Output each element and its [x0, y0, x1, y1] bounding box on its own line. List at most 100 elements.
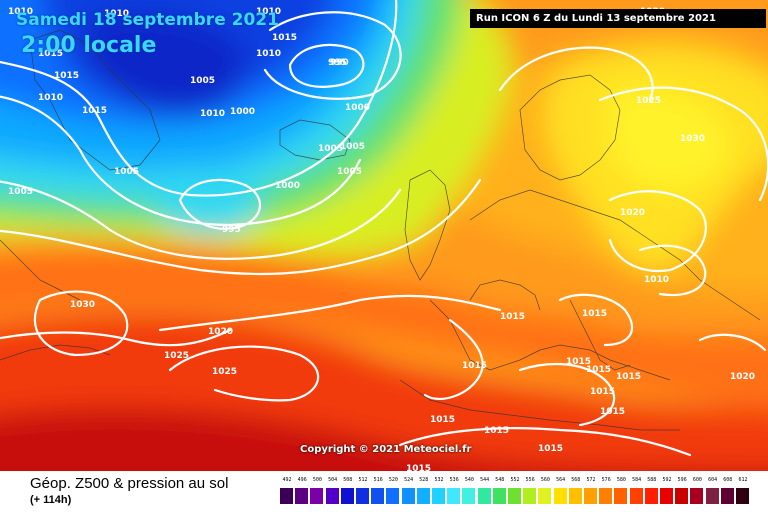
isobar-label: 1025 [164, 351, 189, 361]
scale-value: 532 [434, 477, 444, 483]
isobar-label: 1015 [590, 387, 615, 397]
forecast-local-time: 2:00 locale [21, 33, 157, 58]
scale-value: 504 [328, 477, 338, 483]
forecast-date: Samedi 18 septembre 2021 [16, 10, 279, 30]
legend-footer: Géop. Z500 & pression au sol (+ 114h) 49… [0, 471, 768, 512]
scale-value: 600 [692, 477, 702, 483]
isobar-label: 1010 [104, 9, 129, 19]
isobar-label: 1015 [586, 365, 611, 375]
scale-value: 552 [510, 477, 520, 483]
scale-swatch [477, 488, 491, 504]
isobar-label: 1015 [566, 357, 591, 367]
scale-value: 572 [586, 477, 596, 483]
isobar-label: 1020 [208, 327, 233, 337]
isobar-label: 1015 [600, 407, 625, 417]
scale-value: 544 [480, 477, 490, 483]
isobar-label: 1030 [70, 300, 95, 310]
scale-swatch [371, 488, 385, 504]
scale-value: 588 [647, 477, 657, 483]
scale-value: 536 [449, 477, 459, 483]
isobar-label: 1020 [730, 372, 755, 382]
isobar-lines [0, 0, 768, 455]
isobar-label: 1015 [484, 426, 509, 436]
scale-swatch [401, 488, 415, 504]
scale-swatch [568, 488, 582, 504]
scale-value: 540 [464, 477, 474, 483]
land-outlines [0, 29, 761, 431]
scale-swatch [538, 488, 552, 504]
isobar-label: 1010 [38, 93, 63, 103]
scale-value: 516 [373, 477, 383, 483]
isobar-label: 1000 [275, 181, 300, 191]
scale-value: 500 [312, 477, 322, 483]
scale-swatch [340, 488, 354, 504]
scale-value: 512 [358, 477, 368, 483]
scale-swatch [462, 488, 476, 504]
isobar-label: 1020 [620, 208, 645, 218]
geopotential-field [0, 0, 768, 471]
isobar-label: 1015 [82, 106, 107, 116]
isobar-label: 1005 [190, 76, 215, 86]
scale-swatch [629, 488, 643, 504]
isobar-label: 1025 [212, 367, 237, 377]
isobar-label: 1005 [340, 142, 365, 152]
isobar-label: 1005 [337, 167, 362, 177]
isobar-label: 1015 [538, 444, 563, 454]
scale-swatch [523, 488, 537, 504]
isobar-label: 1015 [272, 33, 297, 43]
scale-swatch [644, 488, 658, 504]
scale-swatch [432, 488, 445, 504]
scale-swatch [356, 488, 369, 504]
isobar-label: 1010 [8, 7, 33, 17]
color-scale: 492 496 500 504 508 512 516 520 524 528 532 536 540 5… [280, 477, 752, 507]
scale-swatch [614, 488, 628, 504]
isobar-label: 1010 [644, 275, 669, 285]
scale-swatch [599, 488, 613, 504]
isobar-label: 1010 [256, 7, 281, 17]
scale-value: 520 [388, 477, 398, 483]
scale-value: 524 [404, 477, 414, 483]
scale-swatch [705, 488, 719, 504]
isobar-label: 1015 [38, 49, 63, 59]
legend-title: Géop. Z500 & pression au sol [30, 475, 229, 492]
scale-value: 568 [571, 477, 581, 483]
scale-value: 508 [343, 477, 353, 483]
scale-value: 548 [495, 477, 505, 483]
isobar-label: 1000 [230, 107, 255, 117]
scale-swatch [492, 488, 506, 504]
scale-value: 528 [419, 477, 429, 483]
scale-swatch [720, 488, 734, 504]
isobar-label: 1015 [462, 361, 487, 371]
isobar-label: 1015 [406, 464, 431, 471]
isobar-label: 990 [330, 58, 349, 68]
scale-swatch [660, 488, 673, 504]
scale-swatch [386, 488, 400, 504]
scale-swatch [690, 488, 704, 504]
scale-value: 560 [540, 477, 550, 483]
scale-value: 592 [662, 477, 672, 483]
scale-value: 556 [525, 477, 535, 483]
scale-swatch [447, 488, 461, 504]
model-run-info: Run ICON 6 Z du Lundi 13 septembre 2021 [470, 9, 766, 28]
scale-swatch [584, 488, 597, 504]
scale-value: 576 [601, 477, 611, 483]
isobar-label: 995 [328, 58, 347, 68]
scale-value: 612 [738, 477, 748, 483]
isobar-label: 1015 [500, 312, 525, 322]
scale-swatch [508, 488, 521, 504]
legend-subtitle: (+ 114h) [30, 494, 72, 506]
scale-value: 604 [708, 477, 718, 483]
scale-swatch [280, 488, 293, 504]
scale-swatch [416, 488, 430, 504]
isobar-label: 1000 [345, 103, 370, 113]
isobar-label: 1015 [582, 309, 607, 319]
isobar-label: 1005 [8, 187, 33, 197]
scale-value: 580 [616, 477, 626, 483]
isobar-label: 1025 [636, 96, 661, 106]
isobar-label: 1010 [200, 109, 225, 119]
scale-value: 564 [556, 477, 566, 483]
isobar-labels: 1010 101010159959901010101510151010100510… [8, 7, 755, 471]
isobar-label: 1015 [430, 415, 455, 425]
scale-swatch [325, 488, 339, 504]
scale-swatch [736, 488, 749, 504]
